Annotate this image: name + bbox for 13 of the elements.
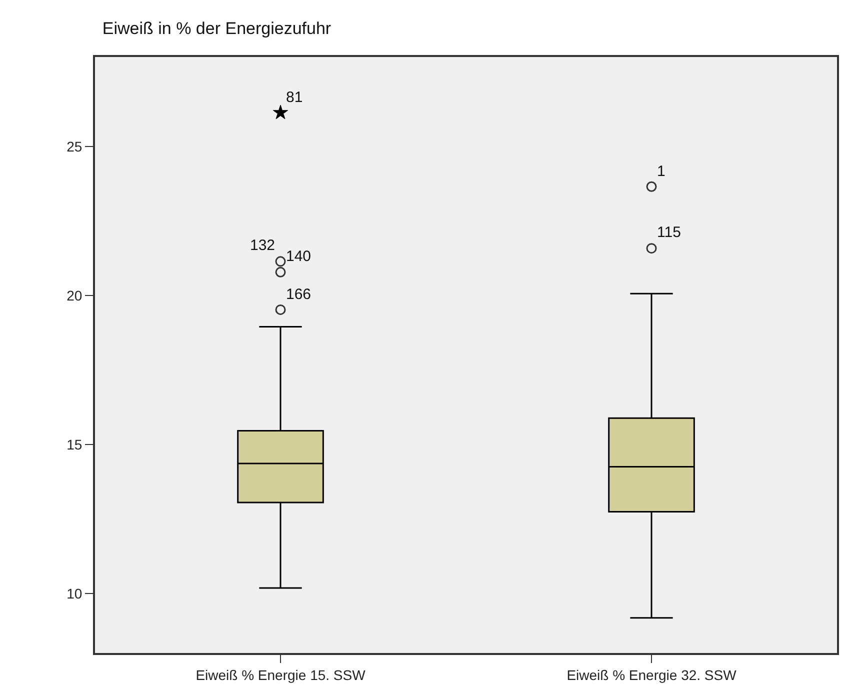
y-tick-label: 10	[66, 585, 82, 602]
annotation: 132	[250, 237, 276, 254]
annotation: 166	[286, 286, 312, 303]
chart-title: Eiweiß in % der Energiezufuhr	[102, 18, 332, 38]
x-tick-label: Eiweiß % Energie 15. SSW	[196, 666, 366, 683]
annotation: 115	[657, 224, 681, 241]
y-tick-label: 25	[66, 138, 82, 154]
annotation: 140	[286, 248, 312, 265]
y-tick-label: 15	[66, 436, 82, 452]
x-tick-label: Eiweiß % Energie 32. SSW	[566, 666, 738, 683]
annotation: 81	[286, 89, 303, 106]
y-tick-label: 20	[66, 287, 82, 304]
annotation: 1	[657, 163, 666, 180]
